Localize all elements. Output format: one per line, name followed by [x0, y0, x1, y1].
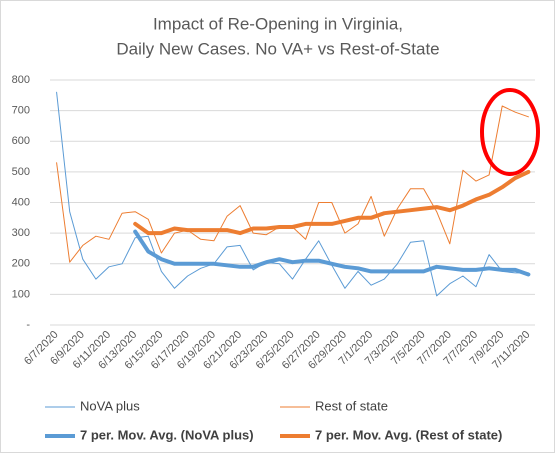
y-tick-label: 400	[12, 196, 30, 208]
legend-label: 7 per. Mov. Avg. (Rest of state)	[315, 427, 502, 442]
y-tick-label: 300	[12, 227, 30, 239]
y-tick-label: 500	[12, 166, 30, 178]
series-line	[133, 169, 531, 236]
y-tick-label: 700	[12, 105, 30, 117]
chart-title: Impact of Re-Opening in Virginia,	[153, 14, 403, 33]
legend-label: NoVA plus	[80, 398, 140, 413]
highlight-ellipse	[480, 88, 540, 176]
y-tick-label: 600	[12, 135, 30, 147]
legend-label: 7 per. Mov. Avg. (NoVA plus)	[80, 427, 254, 442]
series-line	[133, 229, 531, 277]
y-tick-label: 800	[12, 74, 30, 86]
chart-title: Daily New Cases. No VA+ vs Rest-of-State	[116, 39, 439, 58]
legend-label: Rest of state	[315, 398, 388, 413]
series-line	[56, 91, 529, 297]
y-tick-label: -	[26, 319, 30, 331]
y-tick-label: 200	[12, 258, 30, 270]
y-tick-label: 100	[12, 288, 30, 300]
